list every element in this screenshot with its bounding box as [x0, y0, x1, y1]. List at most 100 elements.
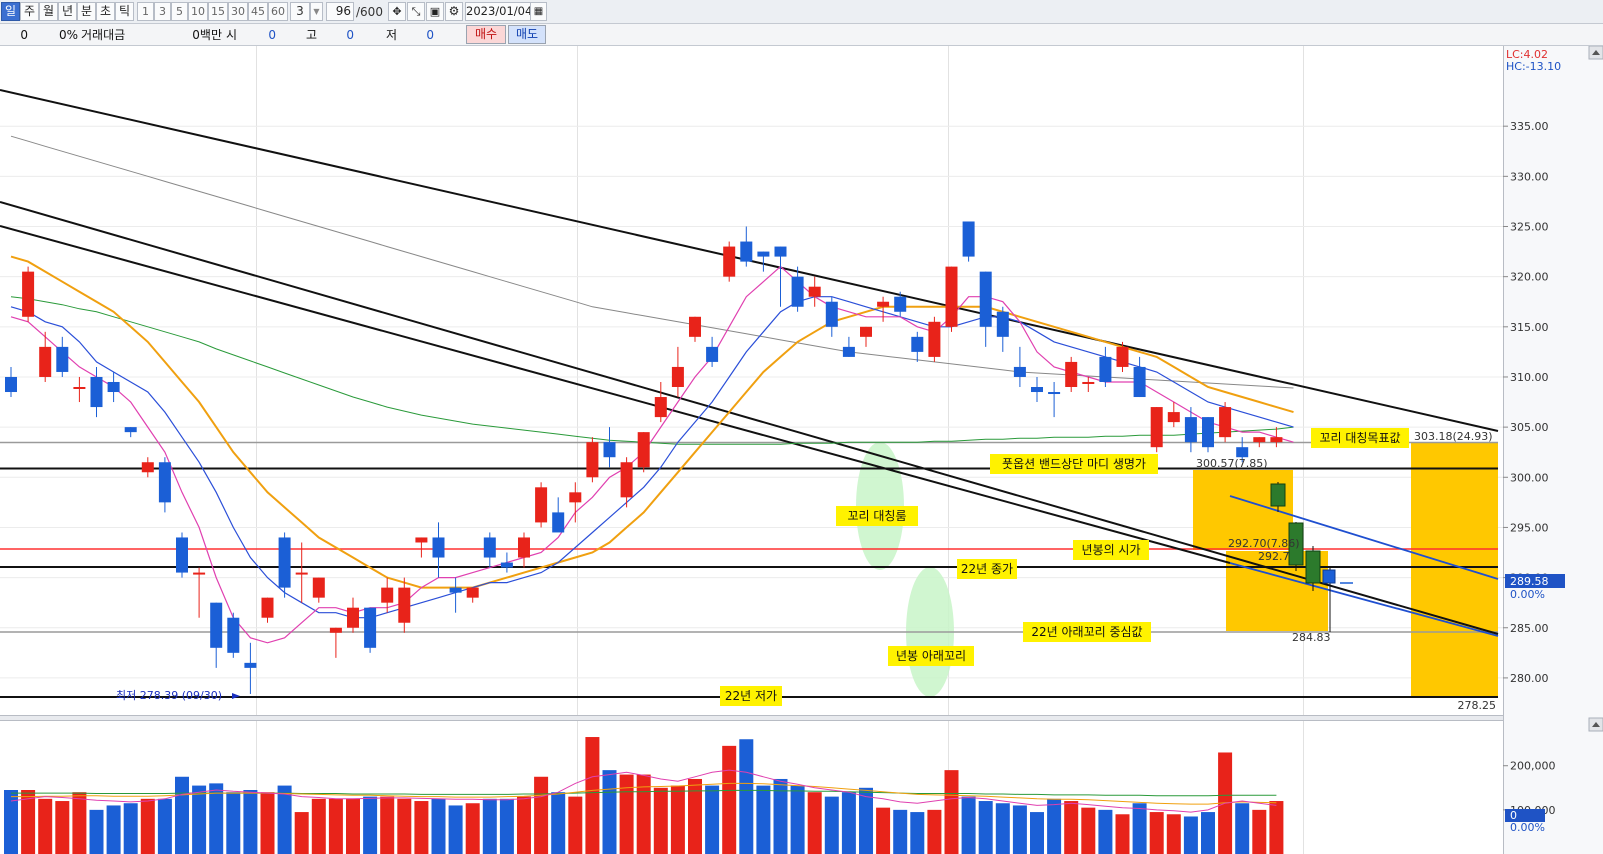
volume-bar — [619, 774, 634, 854]
period-year-button[interactable]: 년 — [58, 2, 77, 21]
period-day-button[interactable]: 일 — [1, 2, 20, 21]
period-month-button[interactable]: 월 — [39, 2, 58, 21]
candle-body — [1236, 447, 1249, 458]
moving-averages — [10, 135, 1294, 644]
crosshair-tool-button[interactable]: ✥ — [388, 2, 406, 21]
interval-3-button[interactable]: 3 — [154, 2, 171, 21]
price-chart[interactable]: 22년 저가 년봉 아래꼬리 22년 아래꼬리 중심값 22년 종가 년봉의 시… — [0, 46, 1603, 854]
period-second-button[interactable]: 초 — [96, 2, 115, 21]
volume-bar — [961, 796, 976, 854]
period-week-button[interactable]: 주 — [20, 2, 39, 21]
value-30057: 300.57(7.85) — [1196, 457, 1268, 470]
candle — [124, 427, 137, 438]
candle-body — [261, 597, 274, 618]
candle — [603, 427, 616, 468]
change-value: 0 — [20, 28, 28, 42]
volume-bar — [517, 796, 531, 854]
interval-15-button[interactable]: 15 — [208, 2, 228, 21]
open-value: 0 — [268, 28, 276, 42]
volume-bar — [140, 798, 155, 854]
value-27825: 278.25 — [1458, 699, 1497, 712]
candle-body — [22, 271, 35, 317]
zone-candle-2 — [1288, 522, 1304, 566]
candle — [466, 587, 479, 603]
volume-bar — [824, 796, 839, 854]
low-label: 저 — [386, 28, 398, 42]
volume-bar — [1030, 812, 1044, 854]
custom-interval-dropdown[interactable]: ▼ — [310, 2, 323, 21]
candle-body — [347, 607, 359, 628]
settings-button[interactable]: ⚙ — [445, 2, 463, 21]
volume-bar — [328, 798, 343, 854]
y-tick-label: 305.00 — [1510, 421, 1549, 434]
candle-body — [603, 442, 616, 458]
label-tail-mid: 22년 아래꼬리 중심값 — [1031, 625, 1142, 639]
candle-body — [808, 286, 821, 297]
interval-10-button[interactable]: 10 — [188, 2, 208, 21]
volume-bar — [1252, 809, 1267, 854]
candle — [1184, 407, 1197, 453]
candle-body — [364, 607, 377, 648]
candle — [5, 366, 17, 398]
volume-bar — [294, 812, 309, 854]
candle-body — [381, 587, 394, 603]
volume-bar — [1115, 814, 1130, 854]
label-tail-symmetry: 꼬리 대칭룸 — [847, 509, 906, 523]
candle-body — [569, 492, 582, 503]
candle-body — [107, 381, 120, 393]
candle — [535, 482, 548, 528]
candle — [894, 291, 907, 317]
candle-body — [90, 376, 103, 408]
volume-bar — [4, 790, 18, 854]
zoom-tool-button[interactable]: ⤡ — [407, 2, 425, 21]
candle — [1048, 381, 1061, 418]
count-input[interactable]: 96 — [326, 2, 354, 21]
candle-body — [295, 572, 308, 575]
candle — [1236, 437, 1249, 463]
calendar-icon: ▦ — [533, 6, 544, 17]
blue-trendline-2 — [1229, 562, 1499, 637]
candlesticks — [5, 221, 1283, 694]
candle — [500, 552, 513, 573]
chevron-up-icon — [1592, 50, 1600, 55]
custom-interval-field[interactable]: 3 — [290, 2, 310, 21]
candle-body — [757, 251, 770, 257]
save-button[interactable]: ▣ — [426, 2, 444, 21]
candle-body — [740, 241, 753, 262]
calendar-button[interactable]: ▦ — [530, 2, 547, 21]
volume-bar — [807, 792, 822, 854]
interval-30-button[interactable]: 30 — [228, 2, 248, 21]
sell-button[interactable]: 매도 — [508, 25, 546, 44]
gear-icon: ⚙ — [448, 4, 460, 18]
volume-bar — [1064, 801, 1079, 854]
candle-body — [1048, 392, 1061, 395]
volume-bar — [55, 801, 70, 854]
chevron-up-icon — [1592, 722, 1600, 727]
period-minute-button[interactable]: 분 — [77, 2, 96, 21]
change-percent: 0% — [58, 28, 78, 42]
y-tick-label: 280.00 — [1510, 672, 1549, 685]
annotation-labels: 22년 저가 년봉 아래꼬리 22년 아래꼬리 중심값 22년 종가 년봉의 시… — [116, 428, 1496, 712]
interval-5-button[interactable]: 5 — [171, 2, 188, 21]
period-tick-button[interactable]: 틱 — [115, 2, 134, 21]
candle — [193, 567, 206, 618]
interval-60-button[interactable]: 60 — [268, 2, 288, 21]
candle-body — [415, 537, 428, 543]
candle — [518, 532, 530, 568]
candle-body — [210, 602, 223, 648]
interval-1-button[interactable]: 1 — [137, 2, 154, 21]
candle-body — [1116, 346, 1129, 367]
candle-body — [791, 276, 804, 307]
candle-body — [911, 336, 924, 352]
buy-button[interactable]: 매수 — [466, 25, 506, 44]
candle — [962, 221, 975, 262]
candle — [278, 532, 291, 598]
candle — [261, 597, 274, 623]
interval-45-button[interactable]: 45 — [248, 2, 268, 21]
volume-bar — [277, 785, 292, 854]
candle — [73, 376, 86, 403]
date-field[interactable]: 2023/01/04 — [465, 2, 532, 21]
candle — [381, 577, 394, 613]
candle-body — [996, 311, 1009, 337]
candle — [1150, 407, 1163, 453]
